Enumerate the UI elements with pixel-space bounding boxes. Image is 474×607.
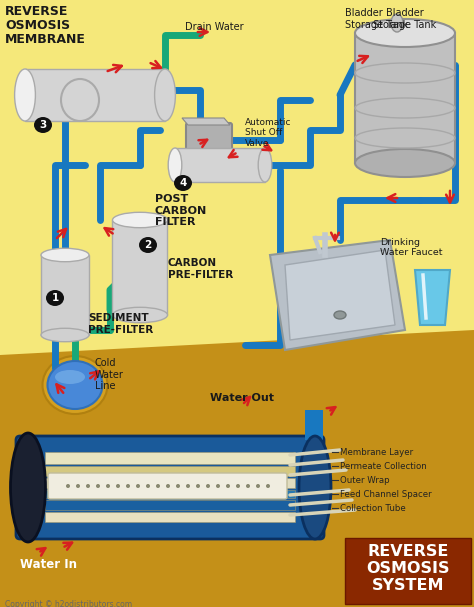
Ellipse shape [126,484,130,488]
Ellipse shape [66,484,70,488]
FancyBboxPatch shape [25,69,165,121]
Text: Bladder
Storage Tank: Bladder Storage Tank [374,8,437,30]
Text: SEDIMENT
PRE-FILTER: SEDIMENT PRE-FILTER [88,313,153,334]
Text: 1: 1 [51,293,59,303]
FancyBboxPatch shape [45,512,295,522]
Polygon shape [415,270,450,325]
Text: Collection Tube: Collection Tube [340,504,406,513]
FancyBboxPatch shape [48,473,287,499]
Ellipse shape [34,117,52,133]
Ellipse shape [10,433,46,542]
Ellipse shape [146,484,150,488]
Ellipse shape [334,311,346,319]
Text: REVERSE
OSMOSIS
MEMBRANE: REVERSE OSMOSIS MEMBRANE [5,5,86,46]
Ellipse shape [391,14,403,32]
Ellipse shape [266,484,270,488]
FancyBboxPatch shape [305,410,323,440]
Ellipse shape [136,484,140,488]
FancyBboxPatch shape [16,436,324,539]
Text: Bladder
Storage Tank: Bladder Storage Tank [345,8,408,30]
Ellipse shape [355,19,455,47]
Text: Outer Wrap: Outer Wrap [340,476,390,485]
Ellipse shape [96,484,100,488]
FancyBboxPatch shape [45,500,295,510]
Ellipse shape [47,361,102,409]
Ellipse shape [299,436,331,539]
Text: Cold
Water
Line: Cold Water Line [95,358,124,391]
Ellipse shape [41,248,89,262]
Polygon shape [182,118,230,125]
Polygon shape [270,240,405,350]
FancyBboxPatch shape [186,123,232,159]
Ellipse shape [206,484,210,488]
FancyBboxPatch shape [355,33,455,163]
Ellipse shape [176,484,180,488]
FancyBboxPatch shape [345,538,471,604]
Ellipse shape [216,484,220,488]
Text: Permeate Collection: Permeate Collection [340,462,427,471]
Ellipse shape [112,212,167,228]
Text: 3: 3 [39,120,46,130]
Text: Water In: Water In [20,558,77,571]
Ellipse shape [55,370,85,384]
Text: 2: 2 [145,240,152,250]
Ellipse shape [106,484,110,488]
Text: CARBON
PRE-FILTER: CARBON PRE-FILTER [168,258,233,280]
Text: Drinking
Water Faucet: Drinking Water Faucet [380,238,443,257]
Text: Feed Channel Spacer: Feed Channel Spacer [340,490,432,499]
Ellipse shape [258,148,272,182]
Ellipse shape [76,484,80,488]
Ellipse shape [186,484,190,488]
FancyBboxPatch shape [45,490,295,498]
Ellipse shape [112,307,167,323]
Ellipse shape [43,356,108,414]
Ellipse shape [15,69,36,121]
FancyBboxPatch shape [41,255,89,335]
Ellipse shape [166,484,170,488]
FancyBboxPatch shape [45,452,295,464]
Ellipse shape [139,237,157,253]
Ellipse shape [116,484,120,488]
Ellipse shape [226,484,230,488]
Ellipse shape [196,484,200,488]
Text: REVERSE
OSMOSIS
SYSTEM: REVERSE OSMOSIS SYSTEM [366,544,450,592]
FancyBboxPatch shape [45,478,295,488]
Text: POST
CARBON
FILTER: POST CARBON FILTER [155,194,207,227]
Ellipse shape [46,290,64,306]
Text: 4: 4 [179,178,187,188]
Ellipse shape [256,484,260,488]
Ellipse shape [246,484,250,488]
FancyBboxPatch shape [45,466,295,476]
FancyBboxPatch shape [112,220,167,315]
Ellipse shape [168,148,182,182]
Polygon shape [0,330,474,607]
Ellipse shape [236,484,240,488]
Text: Copyright © h2odistributors.com: Copyright © h2odistributors.com [5,600,132,607]
FancyBboxPatch shape [175,148,265,182]
Ellipse shape [155,69,175,121]
Polygon shape [285,250,395,340]
Ellipse shape [41,328,89,342]
Ellipse shape [86,484,90,488]
Text: Water Out: Water Out [210,393,274,403]
Text: Membrane Layer: Membrane Layer [340,448,413,457]
Text: Automatic
Shut Off
Valve: Automatic Shut Off Valve [245,118,292,148]
Ellipse shape [174,175,192,191]
Ellipse shape [156,484,160,488]
Text: Drain Water: Drain Water [185,22,244,32]
Ellipse shape [355,149,455,177]
